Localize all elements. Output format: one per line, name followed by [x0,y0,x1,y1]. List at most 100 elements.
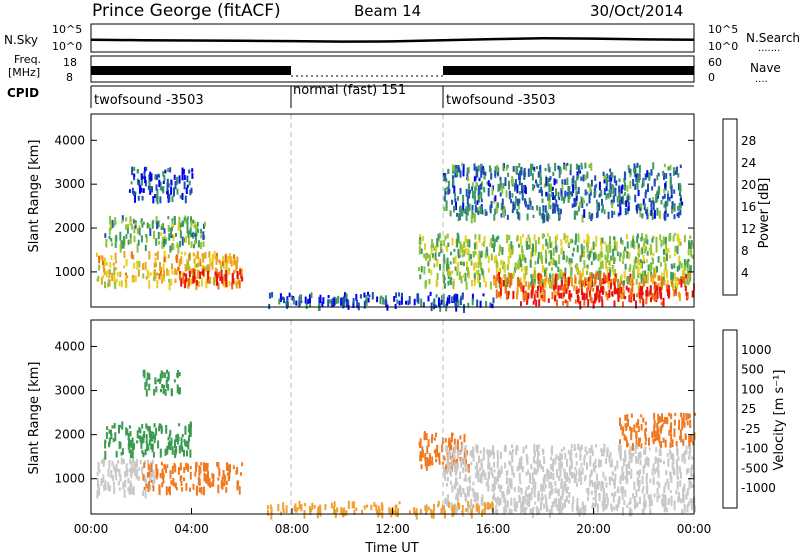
heatmap-cell [270,507,273,515]
heatmap-cell [477,262,480,268]
heatmap-cell [587,496,590,501]
heatmap-cell [656,207,659,216]
heatmap-cell [529,200,532,206]
heatmap-cell [130,181,133,185]
heatmap-cell [180,481,183,486]
heatmap-cell [96,278,99,282]
heatmap-cell [173,174,176,180]
heatmap-cell [600,450,603,457]
heatmap-cell [485,211,488,216]
heatmap-cell [533,234,536,241]
heatmap-cell [468,203,471,212]
heatmap-cell [654,273,657,278]
heatmap-cell [503,212,506,218]
heatmap-cell [524,186,527,195]
heatmap-cell [535,182,538,187]
heatmap-cell [457,214,460,222]
heatmap-cell [645,476,648,484]
heatmap-cell [181,271,184,277]
heatmap-cell [177,471,180,475]
heatmap-cell [548,200,551,210]
heatmap-cell [554,457,557,465]
heatmap-cell [583,260,586,264]
heatmap-cell [495,264,498,274]
heatmap-cell [118,424,120,434]
heatmap-cell [603,188,606,195]
heatmap-cell [170,228,173,235]
heatmap-cell [333,506,335,515]
heatmap-cell [680,279,683,288]
heatmap-cell [546,505,549,512]
x-tick-label: 00:00 [74,522,109,536]
freq-band-1 [91,66,291,75]
heatmap-cell [670,476,673,483]
heatmap-cell [663,193,666,199]
heatmap-cell [502,183,505,189]
heatmap-cell [462,194,465,203]
heatmap-cell [679,195,682,200]
heatmap-cell [472,250,475,258]
heatmap-cell [172,478,175,487]
heatmap-cell [664,236,667,245]
heatmap-cell [575,190,578,196]
heatmap-cell [167,216,170,220]
heatmap-cell [540,176,542,186]
heatmap-cell [627,287,630,293]
heatmap-cell [108,279,110,287]
heatmap-cell [635,489,638,498]
heatmap-cell [217,259,220,263]
heatmap-cell [614,187,617,197]
heatmap-cell [516,208,519,215]
heatmap-cell [669,164,672,171]
heatmap-cell [671,455,674,461]
heatmap-cell [104,480,107,485]
heatmap-cell [683,450,686,458]
heatmap-cell [153,269,156,277]
heatmap-cell [657,459,660,465]
heatmap-cell [456,239,459,248]
heatmap-cell [480,458,483,467]
heatmap-cell [147,185,150,190]
heatmap-cell [115,476,118,481]
heatmap-cell [584,504,587,511]
heatmap-cell [516,184,519,194]
heatmap-cell [200,487,203,495]
heatmap-cell [413,298,416,306]
heatmap-cell [119,271,122,278]
nsky-label: N.Sky [4,33,38,47]
heatmap-cell [645,485,648,494]
heatmap-cell [443,196,446,202]
heatmap-cell [167,384,170,391]
heatmap-cell [453,463,456,473]
heatmap-cell [366,504,368,508]
heatmap-cell [489,503,492,509]
heatmap-cell [392,510,395,514]
heatmap-cell [620,286,622,294]
heatmap-cell [111,475,114,481]
heatmap-cell [586,287,589,294]
heatmap-cell [604,497,607,504]
heatmap-cell [605,291,608,296]
heatmap-cell [224,254,227,264]
heatmap-cell [457,450,460,459]
heatmap-cell [560,462,563,469]
heatmap-cell [668,235,671,242]
heatmap-cell [510,241,513,250]
heatmap-cell [167,224,170,233]
heatmap-cell [197,476,200,485]
heatmap-cell [621,491,624,500]
heatmap-cell [598,480,601,486]
heatmap-cell [474,195,476,205]
heatmap-cell [669,254,672,259]
heatmap-cell [624,182,626,191]
heatmap-cell [475,472,478,479]
heatmap-cell [108,437,111,445]
heatmap-cell [660,292,663,300]
heatmap-cell [147,444,150,451]
heatmap-cell [122,236,125,245]
heatmap-cell [652,440,655,445]
heatmap-cell [619,417,621,426]
heatmap-cell [479,205,482,215]
heatmap-cell [486,478,489,484]
heatmap-cell [446,445,448,453]
